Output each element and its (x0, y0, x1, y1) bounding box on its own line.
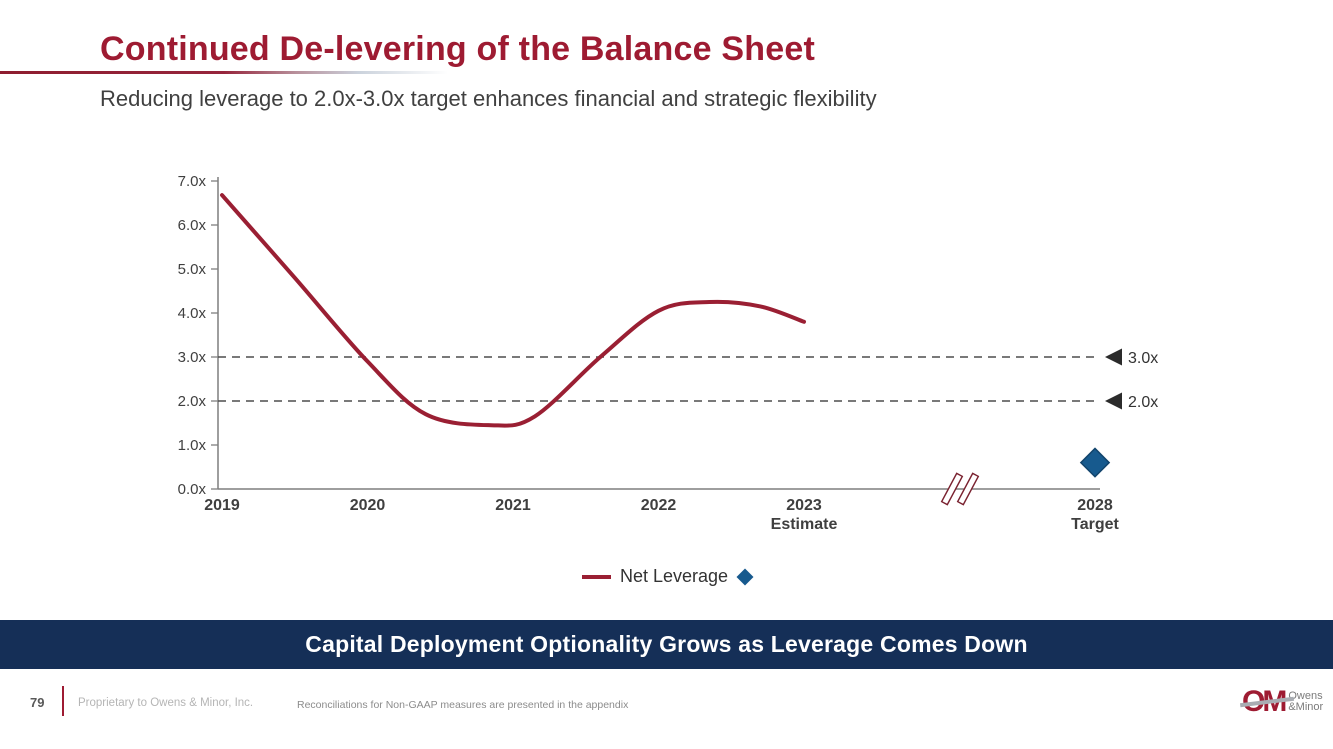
x-tick-sublabel: Estimate (771, 516, 838, 533)
y-tick-label: 7.0x (178, 173, 207, 190)
y-tick-label: 5.0x (178, 261, 207, 278)
reference-line-label: 3.0x (1128, 350, 1158, 367)
slide-subtitle: Reducing leverage to 2.0x-3.0x target en… (100, 86, 877, 111)
axis-break-icon (940, 472, 964, 506)
x-tick-label: 2023 (786, 497, 822, 514)
om-monogram-icon: OM (1239, 687, 1295, 717)
proprietary-text: Proprietary to Owens & Minor, Inc. (78, 697, 254, 709)
legend-line-swatch (581, 574, 611, 579)
footer-divider (62, 686, 64, 716)
reference-line-label: 2.0x (1128, 394, 1158, 411)
y-tick-label: 3.0x (178, 349, 207, 366)
y-tick-label: 0.0x (178, 481, 207, 498)
target-diamond-icon (1079, 447, 1111, 478)
y-tick-label: 6.0x (178, 217, 207, 234)
owens-minor-logo: OM Owens &Minor (1239, 687, 1324, 717)
left-triangle-icon (1105, 348, 1122, 366)
logo-wordmark: Owens &Minor (1288, 689, 1324, 713)
x-tick-label: 2021 (495, 497, 531, 514)
slide-title: Continued De-levering of the Balance She… (100, 30, 815, 68)
x-tick-label: 2019 (204, 497, 240, 514)
banner-text: Capital Deployment Optionality Grows as … (305, 631, 1028, 657)
axis-break-icon (956, 472, 980, 506)
left-triangle-icon (1105, 392, 1122, 410)
legend-label: Net Leverage (619, 566, 729, 586)
banner: Capital Deployment Optionality Grows as … (0, 620, 1333, 669)
x-tick-label: 2020 (350, 497, 386, 514)
footnote-text: Reconciliations for Non-GAAP measures ar… (297, 699, 629, 711)
x-tick-label: 2028 (1077, 497, 1113, 514)
y-tick-label: 4.0x (178, 305, 207, 322)
chart-legend: Net Leverage (0, 566, 1333, 587)
x-tick-sublabel: Target (1071, 516, 1119, 533)
net-leverage-line (220, 193, 806, 428)
page-number: 79 (30, 695, 45, 710)
x-tick-label: 2022 (641, 497, 677, 514)
net-leverage-chart: 0.0x 1.0x 2.0x 3.0x 4.0x 5.0x 6.0x 7.0x 3.0x 2.0x… (178, 173, 1159, 533)
legend-diamond-icon (736, 568, 754, 585)
y-tick-label: 1.0x (178, 437, 207, 454)
title-underline (0, 71, 448, 74)
y-tick-label: 2.0x (178, 393, 207, 410)
